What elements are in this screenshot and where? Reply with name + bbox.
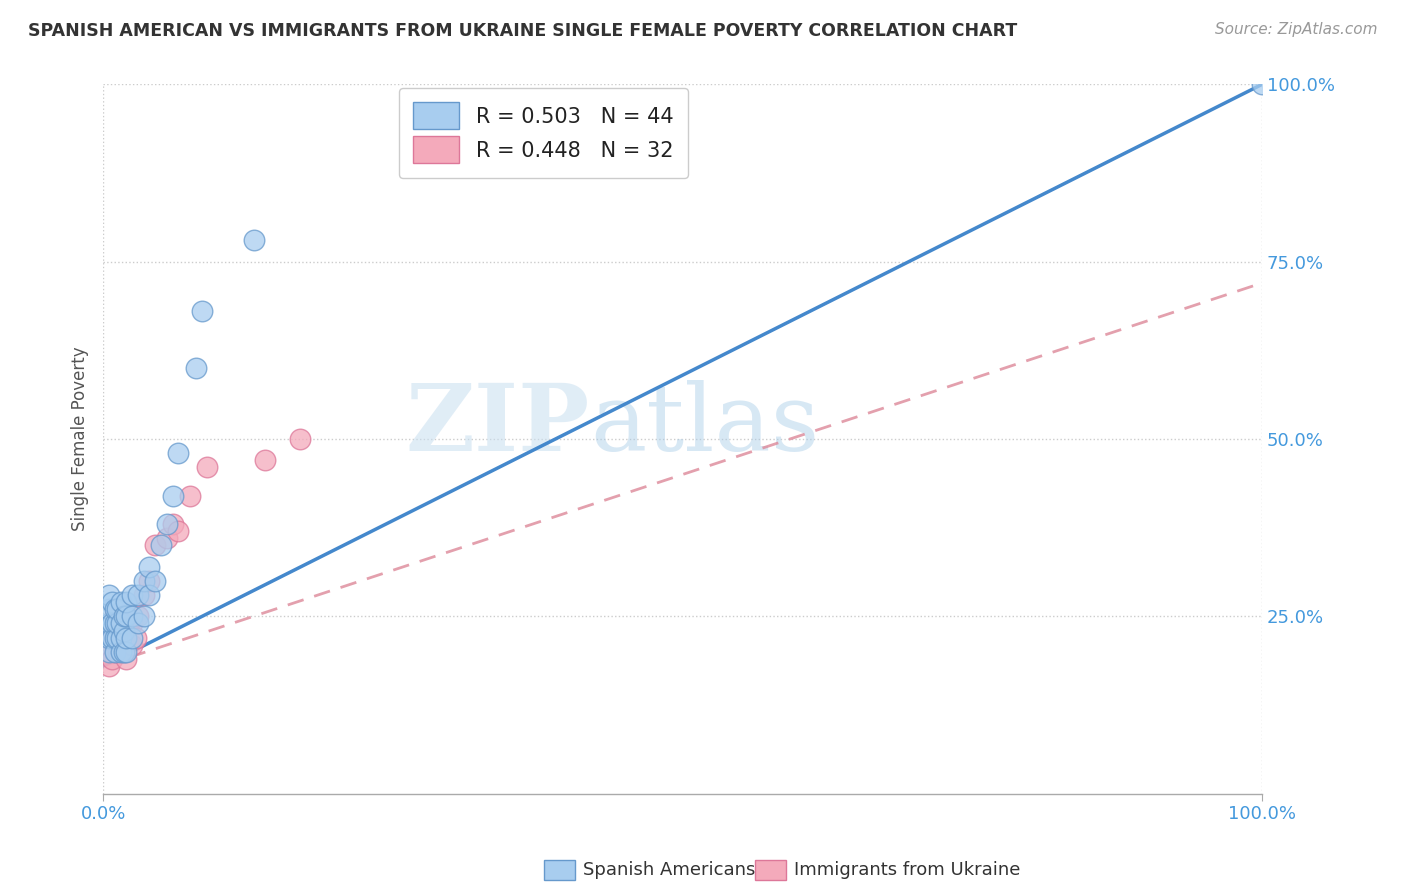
Point [121,638,143,652]
Point [101,631,124,645]
Point [110,616,132,631]
Point [132,609,155,624]
Point [150,538,173,552]
Point [288,432,311,446]
Point [105,631,128,645]
Point [127,616,149,631]
Point [1251,78,1274,92]
Point [105,616,128,631]
Point [104,645,127,659]
Legend: R = 0.503   N = 44, R = 0.448   N = 32: R = 0.503 N = 44, R = 0.448 N = 32 [399,87,688,178]
Point [97,631,120,645]
Text: atlas: atlas [589,380,820,470]
Point [156,532,179,546]
Point [97,616,120,631]
Point [110,631,132,645]
Point [110,631,132,645]
Point [97,602,120,616]
Text: ZIP: ZIP [405,380,589,470]
Point [115,631,138,645]
Text: Spanish Americans: Spanish Americans [583,861,756,879]
Point [121,588,143,602]
Point [104,609,127,624]
Point [104,631,127,645]
Point [143,538,166,552]
Point [100,645,122,659]
Y-axis label: Single Female Poverty: Single Female Poverty [72,347,89,532]
Point [107,645,129,659]
Point [104,645,127,659]
Point [110,595,132,609]
Point [184,361,207,376]
Text: Immigrants from Ukraine: Immigrants from Ukraine [794,861,1021,879]
Point [132,588,155,602]
Point [101,616,124,631]
Point [101,631,124,645]
Point [101,595,124,609]
Point [179,489,201,503]
Point [104,624,127,638]
Point [110,609,132,624]
Point [112,624,135,638]
Point [162,517,184,532]
Point [121,631,143,645]
Point [132,574,155,588]
Point [254,453,277,467]
Point [97,588,120,602]
Point [112,645,135,659]
Point [112,624,135,638]
Point [115,631,138,645]
Point [121,609,143,624]
Point [110,645,132,659]
Point [117,616,139,631]
Point [105,602,128,616]
Point [197,460,219,475]
Point [97,645,120,659]
Point [190,304,212,318]
Text: SPANISH AMERICAN VS IMMIGRANTS FROM UKRAINE SINGLE FEMALE POVERTY CORRELATION CH: SPANISH AMERICAN VS IMMIGRANTS FROM UKRA… [28,22,1018,40]
Point [97,631,120,645]
Point [143,574,166,588]
Point [167,446,190,460]
Point [112,609,135,624]
Point [121,616,143,631]
Point [156,517,179,532]
Point [115,609,138,624]
Point [124,631,146,645]
Point [242,234,264,248]
Point [138,588,160,602]
Point [112,645,135,659]
Point [104,602,127,616]
Point [110,645,132,659]
Point [167,524,190,539]
Text: Source: ZipAtlas.com: Source: ZipAtlas.com [1215,22,1378,37]
Point [162,489,184,503]
Point [104,616,127,631]
Point [138,559,160,574]
Point [115,595,138,609]
Point [127,609,149,624]
Point [115,645,138,659]
Point [97,659,120,673]
Point [101,652,124,666]
Point [127,588,149,602]
Point [115,652,138,666]
Point [138,574,160,588]
Point [105,631,128,645]
